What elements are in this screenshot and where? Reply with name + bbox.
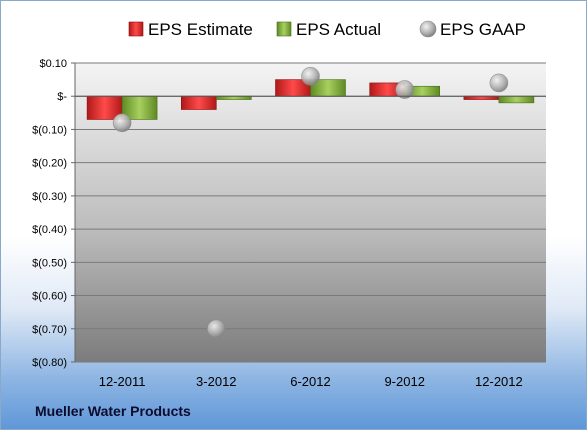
point-eps-gaap [395,80,415,99]
y-tick-label: $(0.30) [32,191,67,203]
legend-label: EPS GAAP [440,20,526,39]
y-tick-label: $(0.70) [32,324,67,336]
y-tick-label: $(0.80) [32,357,67,369]
data-marks [86,66,535,339]
y-tick-label: $(0.60) [32,291,67,303]
legend: EPS Estimate EPS Actual EPS GAAP [128,20,526,39]
company-label: Mueller Water Products [35,403,191,419]
y-axis: $0.10 $- $(0.10) $(0.20) $(0.30) $(0.40) $(0.5… [32,58,76,369]
point-eps-gaap [112,113,132,133]
x-tick-label: 12-2012 [475,374,523,389]
legend-swatch [276,21,292,37]
y-tick-label: $(0.40) [32,224,67,236]
point-eps-gaap [489,73,509,93]
legend-swatch [419,20,437,38]
x-axis: 12-2011 3-2012 6-2012 9-2012 12-2012 [75,95,546,389]
legend-swatch [128,21,144,37]
y-tick-label: $0.10 [39,58,67,70]
y-tick-label: $(0.50) [32,257,67,269]
legend-label: EPS Actual [296,20,381,39]
y-tick-label: $(0.20) [32,158,67,170]
bar-eps-actual [498,95,535,104]
y-tick-label: $- [57,91,67,103]
y-tick-label: $(0.10) [32,124,67,136]
point-eps-gaap [301,66,320,86]
x-tick-label: 6-2012 [290,374,330,389]
x-tick-label: 12-2011 [99,374,146,389]
x-tick-label: 9-2012 [384,374,424,389]
legend-label: EPS Estimate [148,20,253,39]
bar-eps-estimate [181,95,217,110]
x-tick-label: 3-2012 [196,374,236,389]
point-eps-gaap [207,319,226,339]
